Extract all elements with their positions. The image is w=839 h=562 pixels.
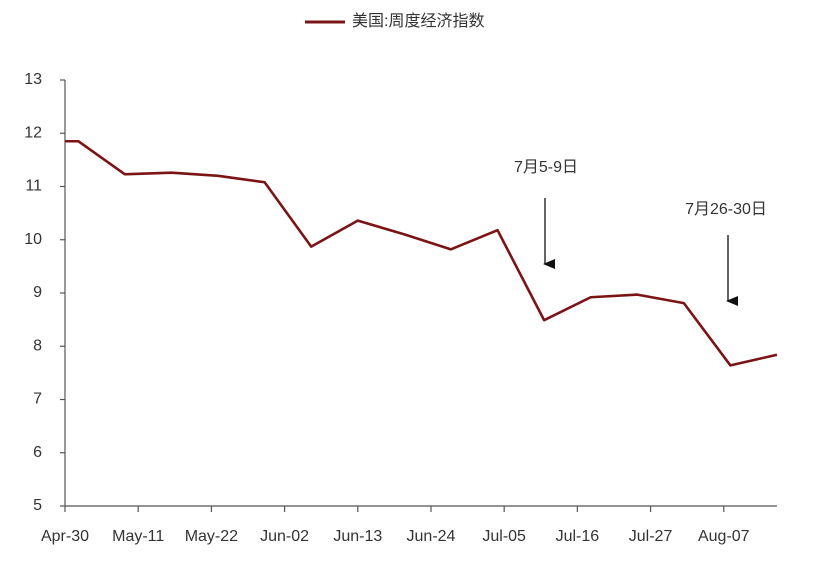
x-tick-label: Jul-16: [556, 528, 600, 545]
x-tick-label: Jun-02: [260, 528, 309, 545]
x-tick-label: Jul-05: [482, 528, 526, 545]
annotation: 7月26-30日: [685, 201, 767, 218]
y-tick-label: 6: [33, 444, 42, 461]
y-tick-label: 5: [33, 497, 42, 514]
y-tick-label: 7: [33, 391, 42, 408]
x-tick-label: Jun-13: [333, 528, 382, 545]
x-tick-label: May-11: [112, 528, 164, 545]
y-tick-label: 10: [24, 231, 42, 248]
series-line: [65, 139, 778, 367]
x-tick-label: Aug-07: [698, 528, 750, 545]
x-tick-label: Jul-27: [629, 528, 673, 545]
legend-label: 美国:周度经济指数: [352, 12, 484, 30]
x-tick-label: May-22: [185, 528, 238, 545]
y-tick-label: 12: [24, 124, 42, 141]
annotation: 7月5-9日: [514, 159, 578, 176]
y-tick-label: 11: [25, 178, 42, 195]
y-tick-label: 13: [24, 71, 42, 88]
y-tick-label: 9: [33, 284, 42, 301]
y-tick-label: 8: [33, 337, 42, 354]
x-tick-label: Apr-30: [41, 528, 89, 545]
x-tick-label: Jun-24: [407, 528, 456, 545]
